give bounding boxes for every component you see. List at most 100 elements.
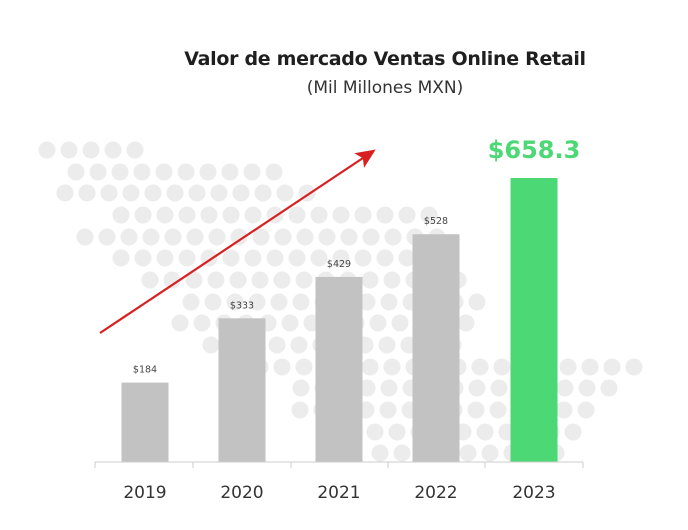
background-dot <box>268 336 286 354</box>
background-dot <box>230 228 248 246</box>
background-dot <box>60 141 78 159</box>
background-dot <box>318 228 336 246</box>
background-dot <box>468 293 486 311</box>
background-dot <box>229 271 247 289</box>
background-dot <box>193 314 211 332</box>
background-dot <box>266 249 284 267</box>
background-dot <box>384 228 402 246</box>
background-dot <box>254 184 272 202</box>
background-dot <box>100 184 118 202</box>
background-dot <box>248 293 266 311</box>
background-dot <box>56 184 74 202</box>
background-dot <box>76 228 94 246</box>
background-dot <box>295 271 313 289</box>
background-dot <box>369 314 387 332</box>
bar-2022 <box>412 234 460 462</box>
background-dot <box>232 184 250 202</box>
background-dot <box>112 249 130 267</box>
background-dot <box>156 249 174 267</box>
background-dot <box>202 336 220 354</box>
background-dot <box>104 141 122 159</box>
background-dot <box>564 423 582 441</box>
background-dot <box>182 293 200 311</box>
background-dot <box>581 358 599 376</box>
background-dot <box>186 228 204 246</box>
chart-subtitle: (Mil Millones MXN) <box>306 78 464 98</box>
background-dot <box>273 271 291 289</box>
background-dot <box>98 228 116 246</box>
background-dot <box>177 163 195 181</box>
background-dot <box>112 206 130 224</box>
data-label-2023: $658.3 <box>488 136 581 164</box>
background-dot <box>288 206 306 224</box>
background-dot <box>290 336 308 354</box>
background-dot <box>204 293 222 311</box>
background-dot <box>270 293 288 311</box>
background-dot <box>142 228 160 246</box>
background-dot <box>222 249 240 267</box>
trend-arrow-line <box>99 149 376 334</box>
background-dot <box>556 379 574 397</box>
background-dot <box>281 314 299 332</box>
background-dot <box>292 293 310 311</box>
background-dot <box>380 379 398 397</box>
background-dot <box>163 271 181 289</box>
background-dot <box>457 314 475 332</box>
background-dot <box>292 379 310 397</box>
bar-2020 <box>218 318 266 462</box>
background-dot <box>383 271 401 289</box>
background-dot <box>134 206 152 224</box>
background-dot <box>376 206 394 224</box>
background-dot <box>185 271 203 289</box>
background-dot <box>199 163 217 181</box>
background-dot <box>208 228 226 246</box>
background-dot <box>295 358 313 376</box>
background-dot <box>577 401 595 419</box>
background-dot <box>393 444 411 462</box>
background-dot <box>120 228 138 246</box>
background-dot <box>361 271 379 289</box>
background-dot <box>288 249 306 267</box>
background-dot <box>481 444 499 462</box>
background-dot <box>126 141 144 159</box>
background-dot <box>559 358 577 376</box>
background-dot <box>468 379 486 397</box>
data-label-2022: $528 <box>424 216 448 227</box>
data-labels: $184 $333 $429 $528 $658.3 <box>133 136 580 376</box>
background-dot <box>354 249 372 267</box>
background-dot <box>134 249 152 267</box>
background-dot <box>471 358 489 376</box>
background-dot <box>296 228 314 246</box>
background-dot <box>222 206 240 224</box>
background-dot <box>493 358 511 376</box>
background-dot <box>379 401 397 419</box>
background-dot <box>332 249 350 267</box>
background-dot <box>166 184 184 202</box>
bars <box>121 178 558 462</box>
trend-arrow <box>99 149 376 334</box>
background-dot <box>78 184 96 202</box>
background-dot <box>459 444 477 462</box>
background-dot <box>391 314 409 332</box>
x-tick-label-2020: 2020 <box>220 483 263 503</box>
background-dot <box>361 358 379 376</box>
background-dot <box>164 228 182 246</box>
background-dot <box>398 249 416 267</box>
background-dot <box>378 336 396 354</box>
background-dot <box>273 358 291 376</box>
background-dot <box>207 271 225 289</box>
background-dot <box>310 249 328 267</box>
background-dot <box>603 358 621 376</box>
background-dot <box>274 228 292 246</box>
background-dot <box>111 163 129 181</box>
background-dot <box>82 141 100 159</box>
bar-2019 <box>121 382 169 462</box>
background-dot <box>358 379 376 397</box>
background-dot <box>420 206 438 224</box>
background-dot <box>243 163 261 181</box>
background-dot <box>332 206 350 224</box>
x-tick-label-2022: 2022 <box>414 483 457 503</box>
background-dot <box>489 401 507 419</box>
